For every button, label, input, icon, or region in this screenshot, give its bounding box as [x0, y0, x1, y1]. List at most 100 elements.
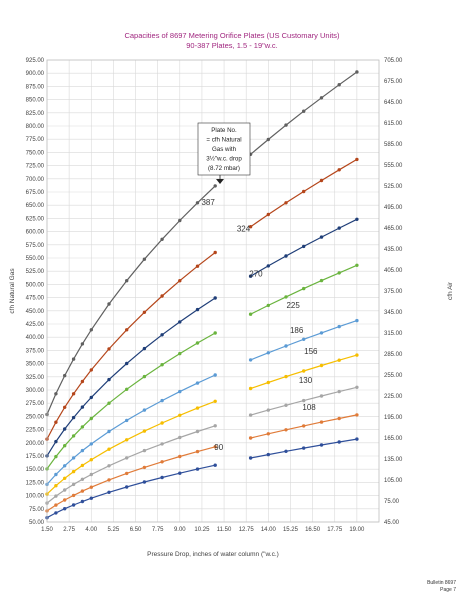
y-left-tick-label: 650.00	[26, 203, 45, 209]
series-225	[45, 263, 359, 471]
x-tick-label: 2.75	[63, 527, 75, 533]
y-left-tick-label: 475.00	[26, 296, 45, 302]
data-point-90	[89, 496, 94, 500]
data-point-156	[266, 380, 270, 385]
data-point-156	[71, 469, 76, 474]
data-point-186	[160, 398, 164, 403]
data-point-387	[213, 184, 217, 188]
x-tick-label: 15.25	[283, 527, 299, 533]
data-point-324	[54, 420, 58, 424]
page-number: Page 7	[440, 587, 456, 593]
x-tick-label: 16.50	[305, 527, 321, 533]
data-point-186	[89, 442, 94, 446]
data-point-324	[160, 294, 164, 298]
y-left-tick-label: 800.00	[26, 124, 45, 130]
data-point-186	[355, 318, 359, 323]
data-point-130	[302, 398, 306, 403]
data-point-387	[125, 279, 129, 283]
data-point-108	[319, 420, 324, 424]
data-point-130	[284, 403, 288, 407]
data-point-186	[213, 373, 217, 377]
data-point-186	[337, 324, 341, 329]
data-point-186	[54, 472, 58, 477]
data-point-225	[248, 312, 253, 316]
data-point-186	[178, 389, 182, 394]
data-point-108	[89, 485, 94, 489]
data-point-324	[337, 168, 341, 172]
x-tick-label: 1.50	[41, 527, 53, 533]
series-labels: 387 324 270 225 186 156 130 108 90	[201, 198, 318, 452]
y-left-axis-title: cfh Natural Gas	[9, 268, 16, 314]
data-point-90	[54, 511, 58, 515]
data-point-156	[178, 413, 182, 417]
data-point-225	[178, 351, 182, 356]
x-tick-label: 9.00	[174, 527, 186, 533]
data-point-270	[160, 333, 164, 337]
data-point-186	[62, 464, 67, 468]
data-point-186	[107, 429, 111, 434]
data-point-108	[302, 424, 306, 428]
y-left-tick-label: 925.00	[26, 58, 45, 64]
y-left-tick-label: 300.00	[26, 388, 45, 394]
y-left-tick-label: 500.00	[26, 282, 45, 288]
data-point-156	[160, 421, 164, 425]
data-point-270	[62, 427, 67, 431]
data-point-324	[302, 189, 306, 194]
y-left-tick-label: 550.00	[26, 256, 45, 262]
grid-lines	[46, 59, 379, 523]
series-line-387	[46, 185, 216, 415]
data-point-324	[355, 157, 359, 162]
data-point-90	[80, 499, 85, 504]
data-point-324	[284, 201, 288, 205]
data-point-225	[213, 331, 217, 335]
data-point-225	[80, 425, 85, 429]
data-point-108	[355, 413, 359, 417]
series-label-130: 130	[299, 376, 313, 385]
data-point-225	[195, 341, 200, 345]
data-point-186	[80, 448, 85, 453]
y-left-tick-label: 825.00	[26, 111, 45, 117]
data-point-90	[213, 463, 217, 467]
series-line-156	[46, 400, 216, 495]
y-left-tick-label: 425.00	[26, 322, 45, 328]
series-324	[45, 157, 359, 441]
series-387	[45, 70, 359, 417]
data-point-225	[89, 416, 94, 421]
data-point-186	[248, 358, 253, 362]
data-point-186	[71, 456, 76, 460]
data-point-225	[284, 295, 288, 299]
series-label-186: 186	[290, 326, 304, 335]
x-tick-label: 14.00	[261, 527, 277, 533]
series-156	[45, 353, 359, 496]
series-186	[45, 318, 359, 487]
data-point-156	[248, 386, 253, 391]
x-tick-label: 7.75	[152, 527, 164, 533]
series-label-387: 387	[201, 198, 215, 207]
data-point-108	[337, 416, 341, 421]
data-point-324	[89, 368, 94, 372]
y-right-tick-label: 495.00	[384, 205, 403, 211]
data-point-156	[142, 429, 147, 433]
y-right-tick-label: 285.00	[384, 352, 403, 358]
annotation-line: (8.72 mbar)	[208, 165, 240, 172]
data-point-156	[54, 484, 58, 488]
data-point-324	[178, 279, 182, 283]
y-left-tick-label: 750.00	[26, 150, 45, 156]
y-right-tick-label: 675.00	[384, 79, 403, 85]
y-right-tick-label: 465.00	[384, 226, 403, 232]
y-left-tick-label: 600.00	[26, 230, 45, 236]
chart-title: Capacities of 8697 Metering Orifice Plat…	[124, 31, 340, 40]
data-point-324	[62, 405, 67, 409]
y-right-tick-label: 225.00	[384, 394, 403, 400]
data-point-186	[319, 331, 324, 335]
annotation-line: Plate No.	[211, 127, 237, 134]
data-point-130	[266, 408, 270, 412]
data-point-387	[160, 237, 164, 241]
data-point-130	[71, 482, 76, 487]
data-point-90	[355, 437, 359, 441]
plot-frame	[46, 59, 380, 523]
data-point-108	[284, 428, 288, 432]
y-right-tick-label: 705.00	[384, 58, 403, 64]
series-label-156: 156	[304, 347, 318, 356]
y-left-tick-label: 775.00	[26, 137, 45, 143]
